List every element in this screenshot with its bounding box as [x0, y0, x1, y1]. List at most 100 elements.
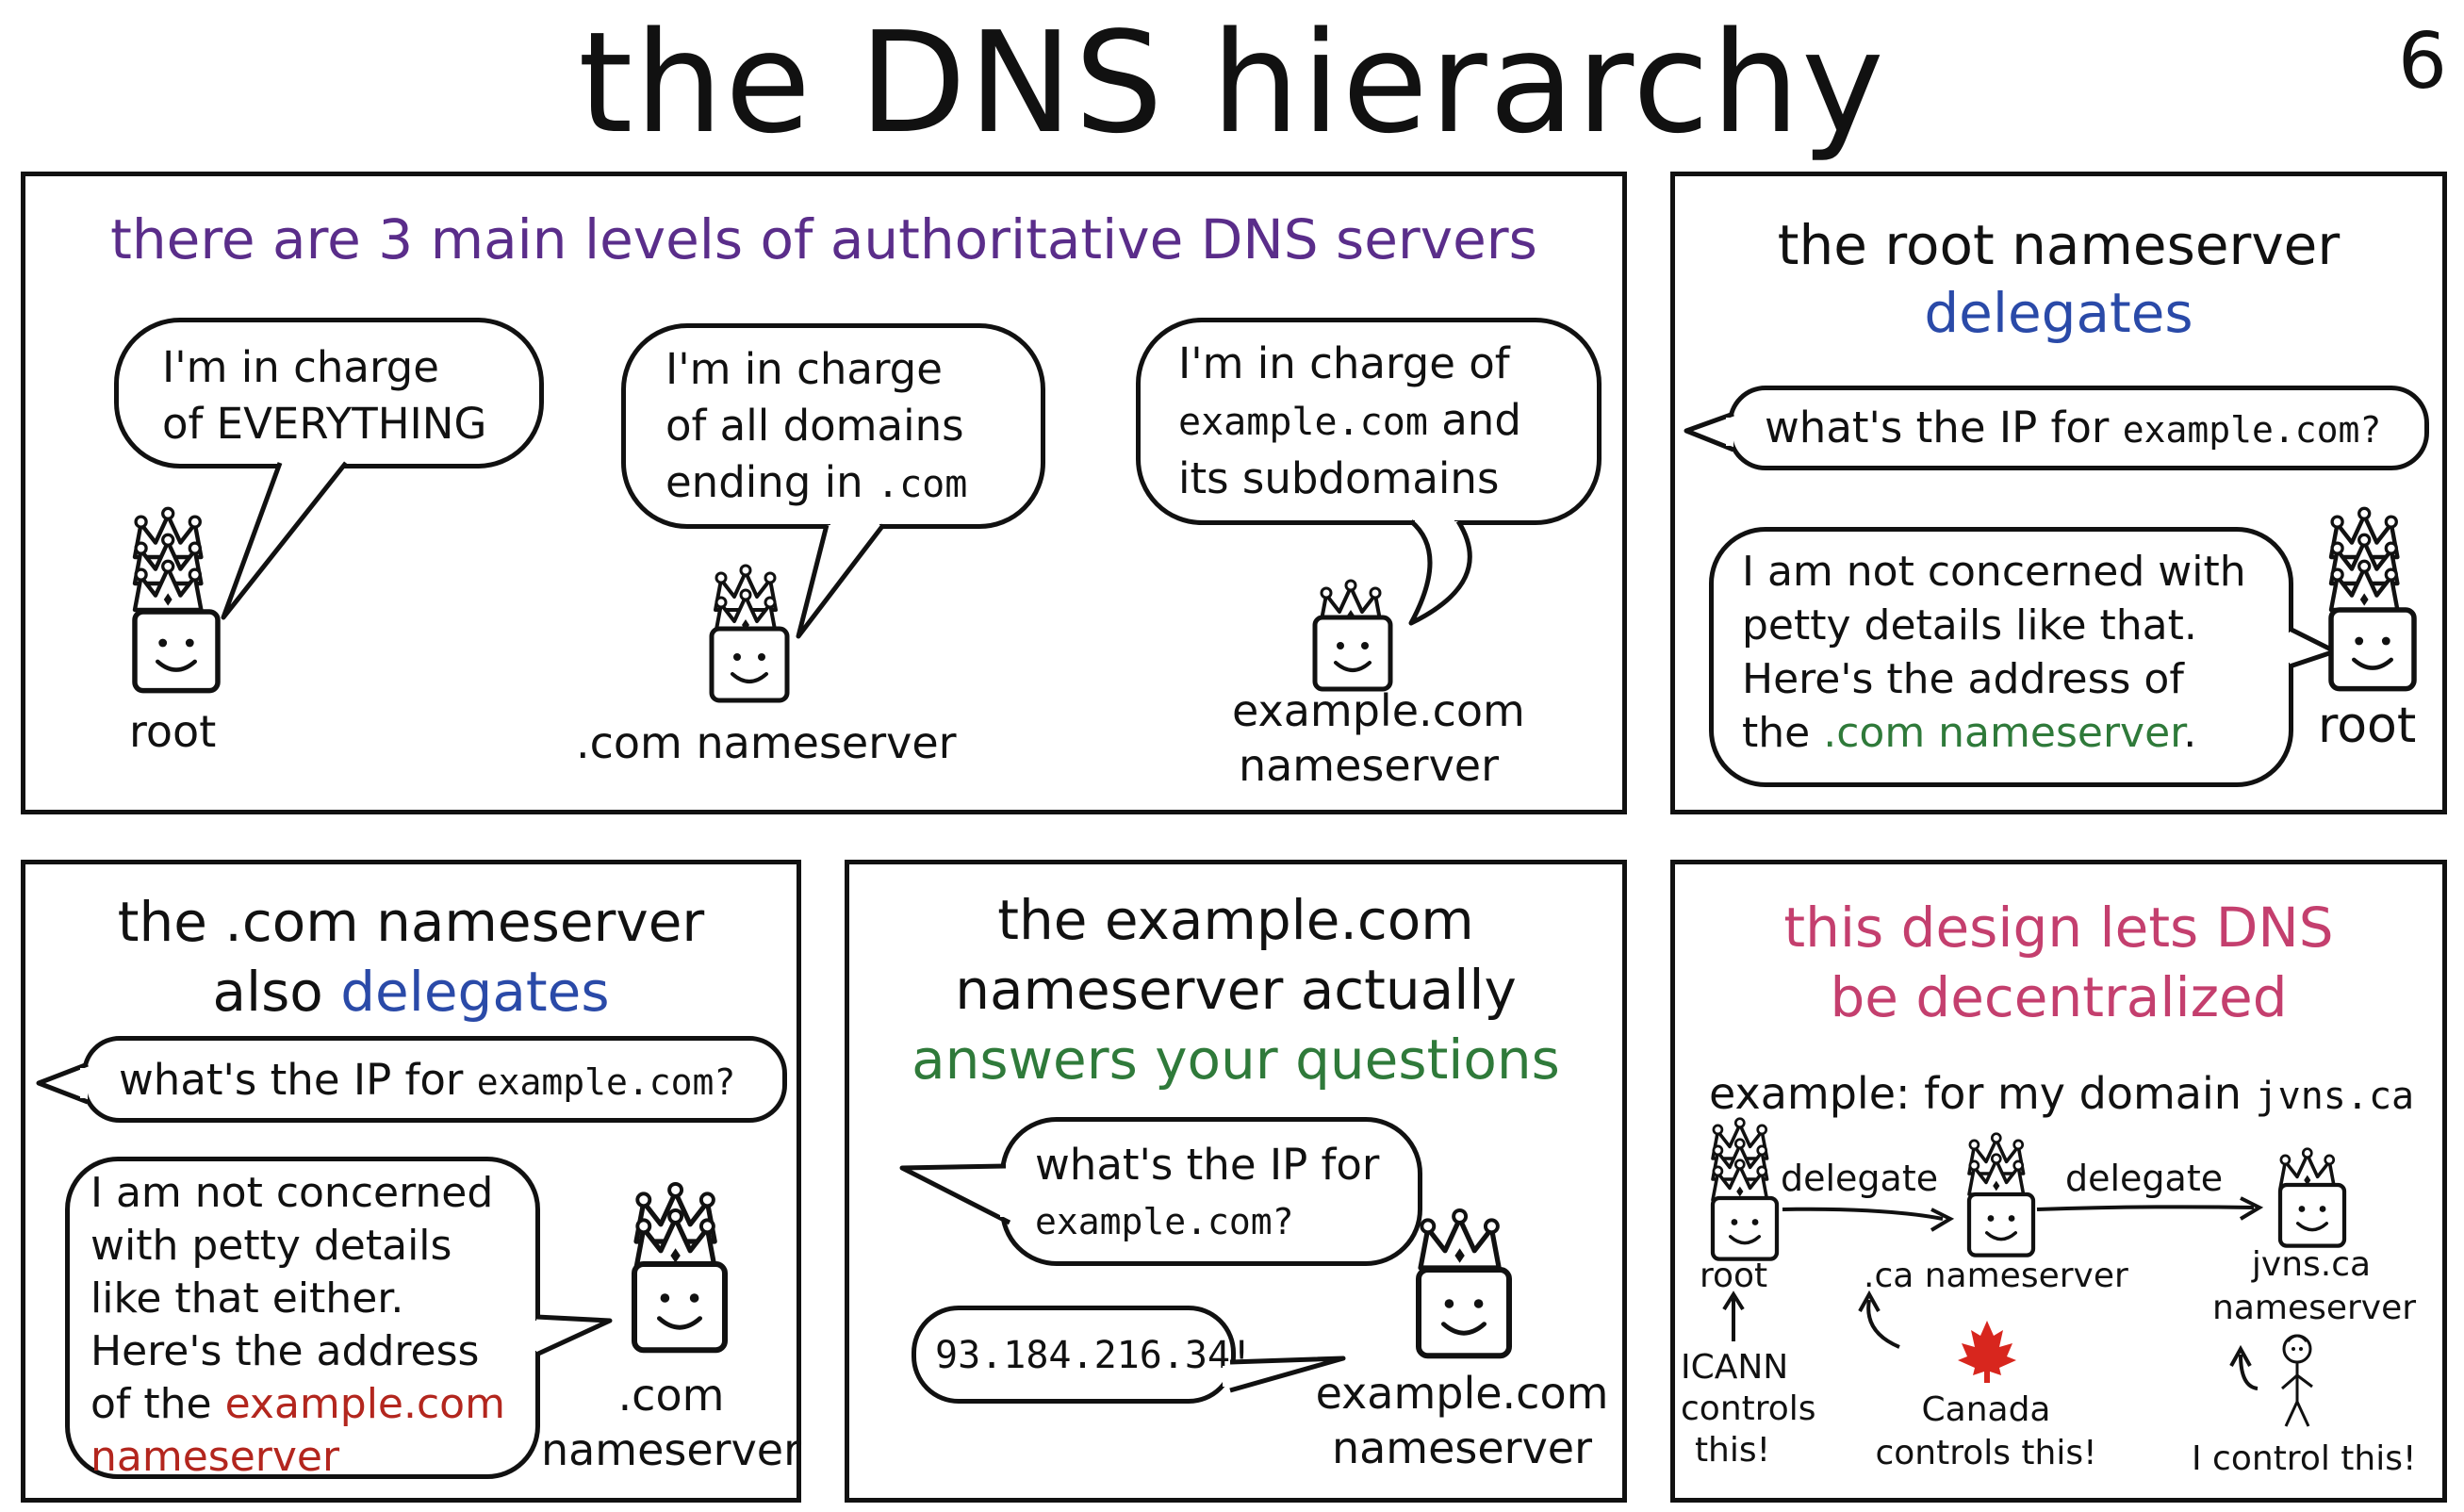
- bubble-line: I'm in charge: [162, 342, 439, 392]
- question-bubble: what's the IP for example.com?: [1000, 1117, 1422, 1266]
- question-text: what's the IP for: [1035, 1140, 1380, 1190]
- example-text: example: for my domain: [1709, 1068, 2242, 1119]
- label-line: nameserver: [2212, 1289, 2417, 1327]
- example-code: jvns.ca: [2255, 1075, 2415, 1118]
- answer-link-nameserver: nameserver: [90, 1433, 340, 1481]
- answer-bubble-tail: [2282, 626, 2338, 669]
- answer-bubble: I am not concerned with petty details li…: [65, 1157, 540, 1481]
- question-bubble-tail: [1684, 411, 1734, 452]
- question-text: what's the IP for: [1765, 403, 2110, 452]
- bubble-code: example.com: [1178, 401, 1428, 444]
- canada-caption: Canada controls this!: [1864, 1389, 2109, 1475]
- root-label: root: [1700, 1257, 1768, 1295]
- bubble-code: .com: [877, 463, 968, 506]
- bubble-line: and: [1441, 395, 1521, 445]
- panel-heading-line2: also delegates: [25, 957, 797, 1027]
- panel-heading-line2: nameserver actually: [955, 958, 1517, 1022]
- delegate-label-1: delegate: [1781, 1158, 1939, 1199]
- root-label: root: [129, 706, 217, 757]
- caption-line: this!: [1694, 1431, 1771, 1470]
- example-face-icon: [1413, 1270, 1517, 1373]
- question-text: what's the IP for: [119, 1055, 464, 1105]
- com-crown-icon: [629, 1185, 732, 1270]
- icann-caption: ICANN controls this!: [1681, 1347, 1816, 1471]
- question-code: example.com?: [476, 1061, 736, 1103]
- root-crown-icon: [1711, 1116, 1769, 1202]
- bubble-line: I'm in charge of: [1178, 338, 1510, 388]
- com-face-icon: [629, 1264, 732, 1368]
- caption-line: controls: [1681, 1389, 1816, 1428]
- panel-decentralized: this design lets DNS be decentralized ex…: [1670, 860, 2447, 1503]
- answer-line: I am not concerned with: [1742, 548, 2246, 596]
- label-line: example.com: [1315, 1368, 1609, 1419]
- delegate-arrows: [1722, 1196, 2264, 1390]
- answer-link-com: .com nameserver: [1823, 709, 2184, 757]
- root-crown-icon: [2324, 508, 2418, 612]
- label-line: .com: [617, 1370, 725, 1421]
- page-title: the DNS hierarchy: [578, 2, 1886, 164]
- answer-line: I am not concerned: [90, 1169, 494, 1217]
- maple-leaf-icon: [1958, 1321, 2016, 1383]
- answer-end: .: [2183, 709, 2197, 757]
- example-nameserver-label: example.com nameserver: [1311, 1366, 1613, 1475]
- answer-bubble: 93.184.216.34!: [912, 1306, 1253, 1404]
- me-caption: I control this!: [2192, 1439, 2417, 1478]
- ca-nameserver-label: .ca nameserver: [1864, 1257, 2128, 1295]
- question-code: example.com?: [1035, 1201, 1294, 1242]
- root-bubble-tail: [221, 455, 348, 620]
- question-code: example.com?: [2122, 409, 2382, 451]
- label-line: nameserver: [1238, 740, 1500, 791]
- answer-line: of the: [90, 1380, 212, 1428]
- caption-line: ICANN: [1681, 1348, 1789, 1387]
- page-number: 6: [2397, 17, 2447, 107]
- answer-line: Here's the address of: [1742, 655, 2184, 703]
- answer-link-example: example.com: [224, 1380, 505, 1428]
- answer-line: with petty details: [90, 1222, 452, 1270]
- answer-ip: 93.184.216.34!: [935, 1334, 1254, 1377]
- com-face-icon: [710, 629, 795, 714]
- label-line: example.com: [1232, 685, 1525, 736]
- answer-line: Here's the address: [90, 1327, 480, 1375]
- answer-bubble-tail: [1223, 1356, 1346, 1393]
- panel-heading: the example.com: [997, 888, 1474, 952]
- question-bubble: what's the IP for example.com?: [82, 1036, 787, 1123]
- root-face-icon: [131, 612, 225, 706]
- example-bubble-tail: [1408, 514, 1472, 626]
- question-bubble: what's the IP for example.com?: [1728, 386, 2429, 470]
- answer-line: the: [1742, 709, 1811, 757]
- example-nameserver-label: example.com nameserver: [1232, 683, 1525, 793]
- com-nameserver-label: .com nameserver: [576, 717, 957, 768]
- panel-heading: there are 3 main levels of authoritative…: [110, 207, 1537, 271]
- example-crown-icon: [1413, 1211, 1507, 1268]
- label-line: nameserver: [540, 1424, 802, 1475]
- panel-com-delegates: the .com nameserver also delegates what'…: [21, 860, 801, 1503]
- com-bubble-tail: [796, 518, 885, 639]
- panel-heading: the .com nameserver: [117, 890, 705, 954]
- question-bubble-tail: [899, 1163, 1011, 1225]
- bubble-line: its subdomains: [1178, 453, 1500, 503]
- panel-heading-emphasis: delegates: [1924, 281, 2193, 345]
- com-nameserver-label: .com nameserver: [516, 1368, 827, 1477]
- com-speech-bubble: I'm in charge of all domains ending in .…: [621, 323, 1045, 529]
- person-icon: [2281, 1334, 2313, 1427]
- bubble-line: of all domains: [665, 401, 964, 451]
- heading-emphasis: delegates: [340, 960, 610, 1024]
- panel-heading: the root nameserver: [1777, 213, 2341, 277]
- answer-line: petty details like that.: [1742, 601, 2197, 649]
- question-bubble-tail: [36, 1061, 89, 1105]
- panel-heading-emphasis: answers your questions: [912, 1027, 1560, 1092]
- root-speech-bubble: I'm in charge of EVERYTHING: [114, 318, 544, 468]
- delegate-label-2: delegate: [2065, 1158, 2224, 1199]
- jvns-nameserver-label: jvns.ca nameserver: [2212, 1243, 2417, 1330]
- panel-example-answers: the example.com nameserver actually answ…: [845, 860, 1627, 1503]
- root-face-icon: [2325, 610, 2420, 704]
- label-line: jvns.ca: [2251, 1245, 2372, 1284]
- panel-root-delegates: the root nameserver delegates what's the…: [1670, 172, 2447, 814]
- example-speech-bubble: I'm in charge of example.com and its sub…: [1136, 318, 1602, 525]
- example-caption: example: for my domain jvns.ca: [1709, 1066, 2414, 1124]
- root-label: root: [2318, 698, 2417, 754]
- panel-heading: this design lets DNS: [1783, 896, 2334, 960]
- ca-crown-icon: [1967, 1131, 2026, 1196]
- bubble-line: ending in: [665, 457, 863, 507]
- panel-three-levels: there are 3 main levels of authoritative…: [21, 172, 1627, 814]
